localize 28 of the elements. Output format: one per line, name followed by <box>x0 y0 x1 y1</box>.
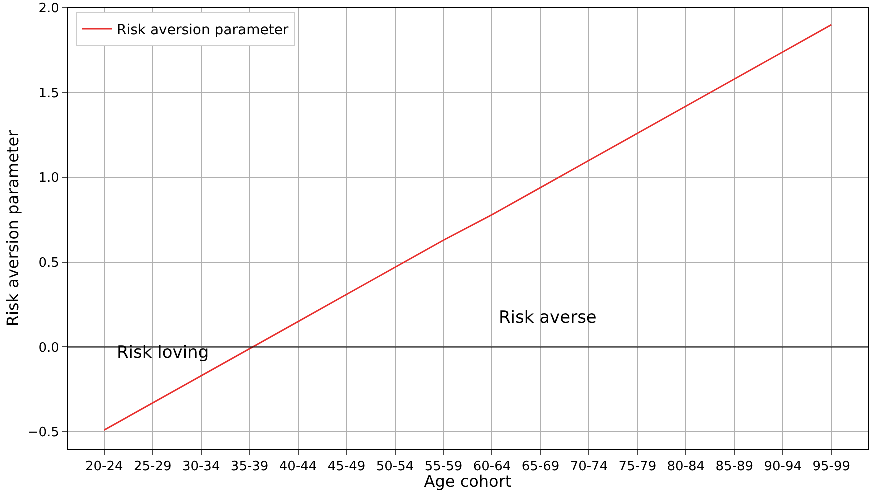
annotation: Risk loving <box>117 343 210 363</box>
x-tick-label: 70-74 <box>570 460 608 475</box>
x-tick-label: 25-29 <box>134 460 172 475</box>
x-tick-label: 75-79 <box>618 460 657 475</box>
legend-label: Risk aversion parameter <box>117 22 289 38</box>
x-axis-title: Age cohort <box>424 472 512 491</box>
y-tick-label: 0.5 <box>38 256 60 271</box>
x-tick-label: 80-84 <box>667 460 706 475</box>
line-series <box>104 24 832 432</box>
x-tick-label: 60-64 <box>473 460 512 475</box>
y-tick-label: 2.0 <box>38 2 60 17</box>
x-tick-label: 65-69 <box>522 460 560 475</box>
y-axis-title: Risk aversion parameter <box>4 130 23 327</box>
x-tick-label: 30-34 <box>182 460 220 475</box>
y-tick-label: −0.5 <box>28 426 60 441</box>
x-tick-label: 90-94 <box>764 460 802 475</box>
y-tick-label: 1.5 <box>38 86 60 102</box>
x-tick-label: 50-54 <box>376 460 414 475</box>
x-tick-label: 45-49 <box>328 460 366 475</box>
x-tick-label: 85-89 <box>716 460 754 475</box>
x-tick-label: 55-59 <box>424 460 463 475</box>
y-tick-label: 1.0 <box>38 171 60 186</box>
x-tick-label: 40-44 <box>279 460 318 475</box>
x-tick-label: 95-99 <box>812 460 851 475</box>
y-tick-label: 0.0 <box>38 340 60 356</box>
x-tick-label: 20-24 <box>85 460 124 475</box>
annotation: Risk averse <box>499 308 597 328</box>
x-tick-label: 35-39 <box>230 460 269 475</box>
